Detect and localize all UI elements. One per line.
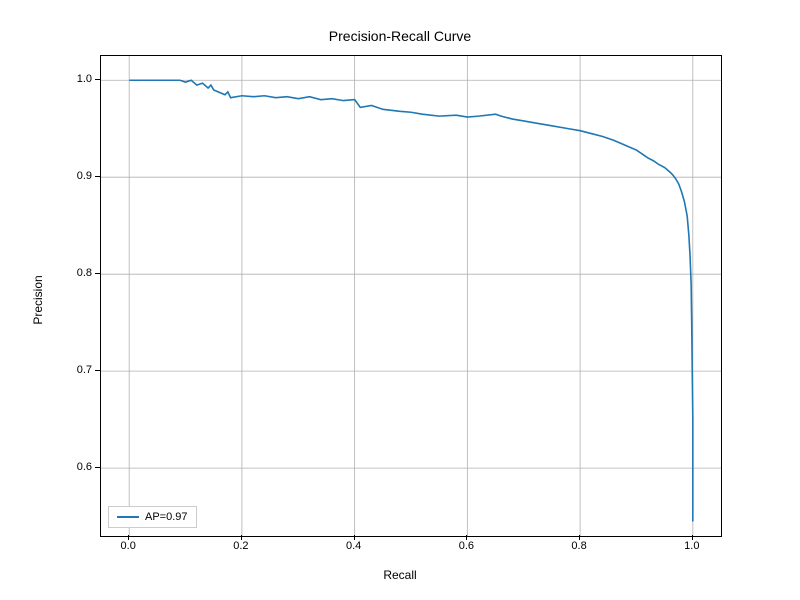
legend: AP=0.97 xyxy=(108,506,197,528)
ytick-label: 0.8 xyxy=(52,267,92,279)
plot-area xyxy=(100,55,722,537)
xtick-label: 0.4 xyxy=(346,540,361,552)
x-axis-label: Recall xyxy=(0,568,800,582)
xtick-label: 1.0 xyxy=(684,540,699,552)
xtick-label: 0.8 xyxy=(571,540,586,552)
chart-title: Precision-Recall Curve xyxy=(0,28,800,44)
legend-line-icon xyxy=(117,516,139,518)
xtick-label: 0.0 xyxy=(121,540,136,552)
y-axis-label: Precision xyxy=(31,275,45,324)
xtick-label: 0.6 xyxy=(459,540,474,552)
ytick-label: 1.0 xyxy=(52,73,92,85)
pr-curve xyxy=(101,56,721,536)
ytick-label: 0.7 xyxy=(52,364,92,376)
pr-chart: Precision-Recall Curve 0.0 0.2 0.4 0.6 0.8 1.… xyxy=(0,0,800,600)
xtick-label: 0.2 xyxy=(233,540,248,552)
legend-label: AP=0.97 xyxy=(145,511,188,523)
ytick-label: 0.9 xyxy=(52,170,92,182)
ytick-label: 0.6 xyxy=(52,461,92,473)
